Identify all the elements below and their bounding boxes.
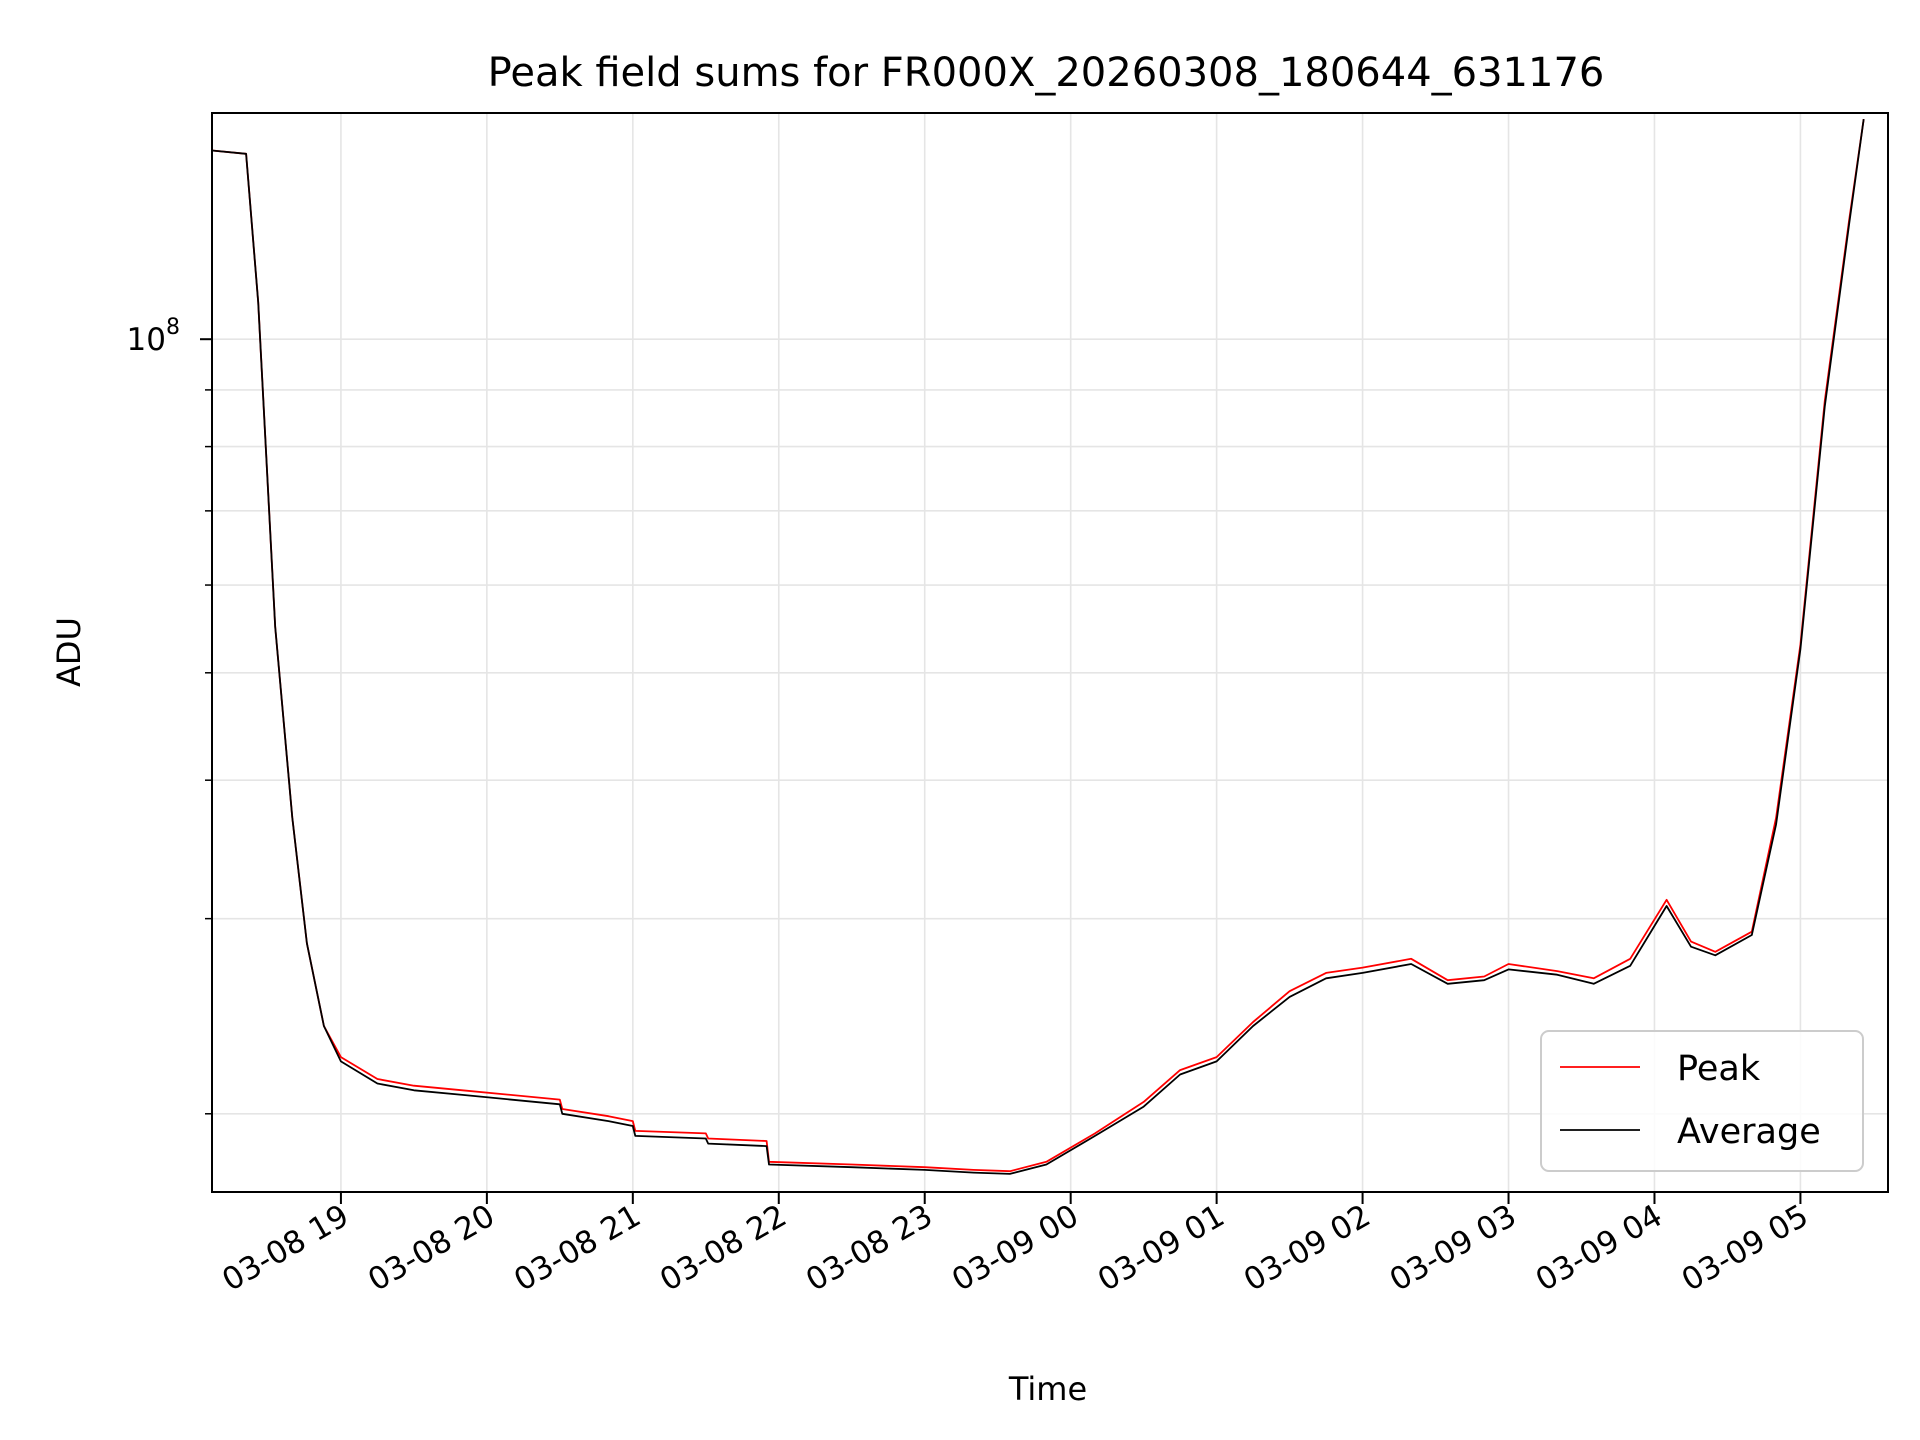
y-tick-label-exponent: 8 (166, 315, 180, 340)
chart-title: Peak field sums for FR000X_20260308_1806… (488, 50, 1605, 96)
plot-frame (211, 112, 1889, 1193)
plot-series (211, 118, 1865, 1175)
series-line-average (211, 118, 1865, 1175)
x-axis-label: Time (1008, 1370, 1087, 1408)
legend-label-peak: Peak (1677, 1049, 1761, 1089)
legend: Peak Average (1540, 1030, 1864, 1172)
y-axis-label: ADU (50, 617, 88, 687)
legend-label-average: Average (1677, 1112, 1821, 1152)
series-line-peak (211, 118, 1865, 1173)
legend-box (1540, 1030, 1864, 1172)
